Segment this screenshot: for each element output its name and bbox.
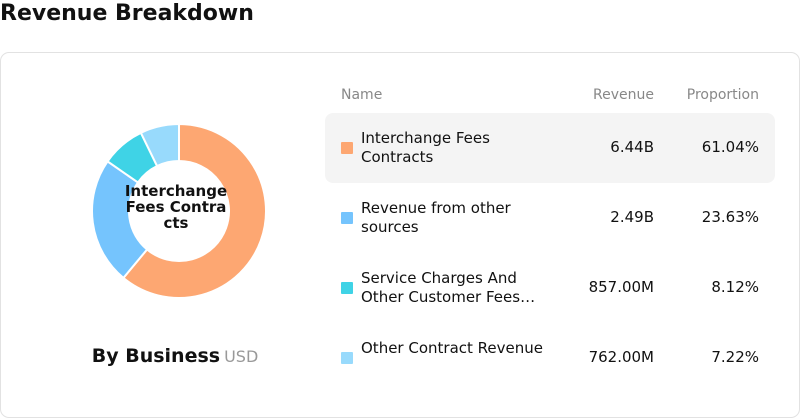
legend-swatch (341, 282, 353, 294)
row-proportion: 61.04% (701, 138, 759, 156)
row-name[interactable]: Service Charges And Other Customer Fees… (361, 269, 536, 306)
row-proportion: 8.12% (711, 278, 759, 296)
column-header: Name (341, 87, 383, 103)
row-proportion: 7.22% (711, 348, 759, 366)
donut-slice[interactable] (139, 122, 180, 168)
row-name[interactable]: Other Contract Revenue (361, 339, 543, 357)
row-revenue: 2.49B (610, 208, 654, 226)
unit: USD (224, 347, 259, 366)
row-name[interactable]: Interchange Fees Contracts (361, 129, 490, 166)
row-name[interactable]: Revenue from other sources (361, 199, 511, 236)
column-header: Proportion (686, 87, 759, 103)
chart-footer: By Business USD (0, 345, 350, 367)
row-proportion: 23.63% (701, 208, 759, 226)
column-header: Revenue (593, 87, 654, 103)
donut-slice[interactable] (121, 122, 267, 299)
row-revenue: 6.44B (610, 138, 654, 156)
legend-swatch (341, 212, 353, 224)
row-highlight (325, 113, 775, 183)
page-title: Revenue Breakdown (0, 1, 254, 26)
legend-swatch (341, 142, 353, 154)
row-revenue: 762.00M (588, 348, 654, 366)
chart-title: By Business (91, 345, 221, 367)
donut-chart (91, 122, 267, 299)
center-label: Interchange Fees Contracts (124, 182, 228, 232)
legend-swatch (341, 352, 353, 364)
row-revenue: 857.00M (588, 278, 654, 296)
